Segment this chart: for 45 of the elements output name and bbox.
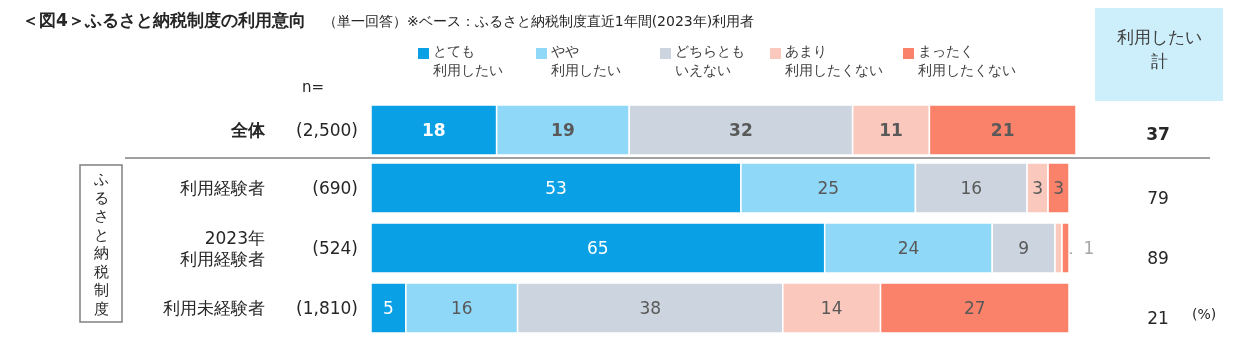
- data-label: 16: [450, 298, 473, 318]
- text: n=: [302, 78, 325, 96]
- data-label: 9: [1018, 238, 1030, 258]
- legend-item: とても利用したい: [418, 42, 503, 78]
- data-label: 24: [897, 238, 920, 258]
- data-label: 1: [1083, 238, 1095, 258]
- text: ふるさと納税制度: [92, 170, 109, 318]
- series-label: とても利用したい: [433, 42, 503, 78]
- legend-label: どちらともいえない: [675, 42, 745, 78]
- chart-subtitle: （単一回答）※ベース：ふるさと納税制度直近1年間(2023年)利用者: [323, 13, 755, 29]
- legend-item: どちらともいえない: [660, 42, 745, 78]
- data-label: 38: [639, 298, 662, 318]
- data-label: 16: [960, 178, 983, 198]
- data-label: 3: [1032, 178, 1044, 198]
- category-label: (524): [312, 238, 358, 258]
- category-label: (1,810): [296, 298, 358, 318]
- data-label: 53: [545, 178, 567, 198]
- data-label: 27: [963, 298, 986, 318]
- data-label: 18: [421, 120, 446, 140]
- legend-label: やや利用したい: [551, 42, 621, 78]
- y-tick-label: 利用経験者: [180, 178, 265, 198]
- data-label: 25: [817, 178, 840, 198]
- data-label: 32: [729, 120, 753, 140]
- data-label: 21: [1147, 308, 1169, 328]
- category-label: (2,500): [296, 120, 358, 140]
- data-label: 19: [551, 120, 575, 140]
- data-label: 79: [1147, 188, 1169, 208]
- legend-item: あまり利用したくない: [770, 42, 883, 78]
- data-label: 5: [383, 298, 394, 318]
- data-label: 89: [1147, 248, 1169, 268]
- legend-item: まったく利用したくない: [903, 42, 1016, 78]
- data-label: 21: [990, 120, 1015, 140]
- data-label: 65: [587, 238, 609, 258]
- y-tick-label: 利用未経験者: [163, 298, 265, 318]
- y-tick-label: 全体: [230, 120, 266, 140]
- text: (%): [1192, 306, 1217, 322]
- y-tick-label: 2023年利用経験者: [180, 227, 265, 269]
- data-label: 37: [1146, 124, 1170, 144]
- legend-item: やや利用したい: [536, 42, 621, 78]
- data-label: 14: [820, 298, 843, 318]
- category-label: (690): [312, 178, 358, 198]
- data-label: 3: [1053, 178, 1064, 198]
- text: 利用したい計: [1116, 27, 1202, 71]
- data-label: 11: [879, 120, 903, 140]
- text: ＜図4＞ふるさと納税制度の利用意向: [22, 10, 306, 30]
